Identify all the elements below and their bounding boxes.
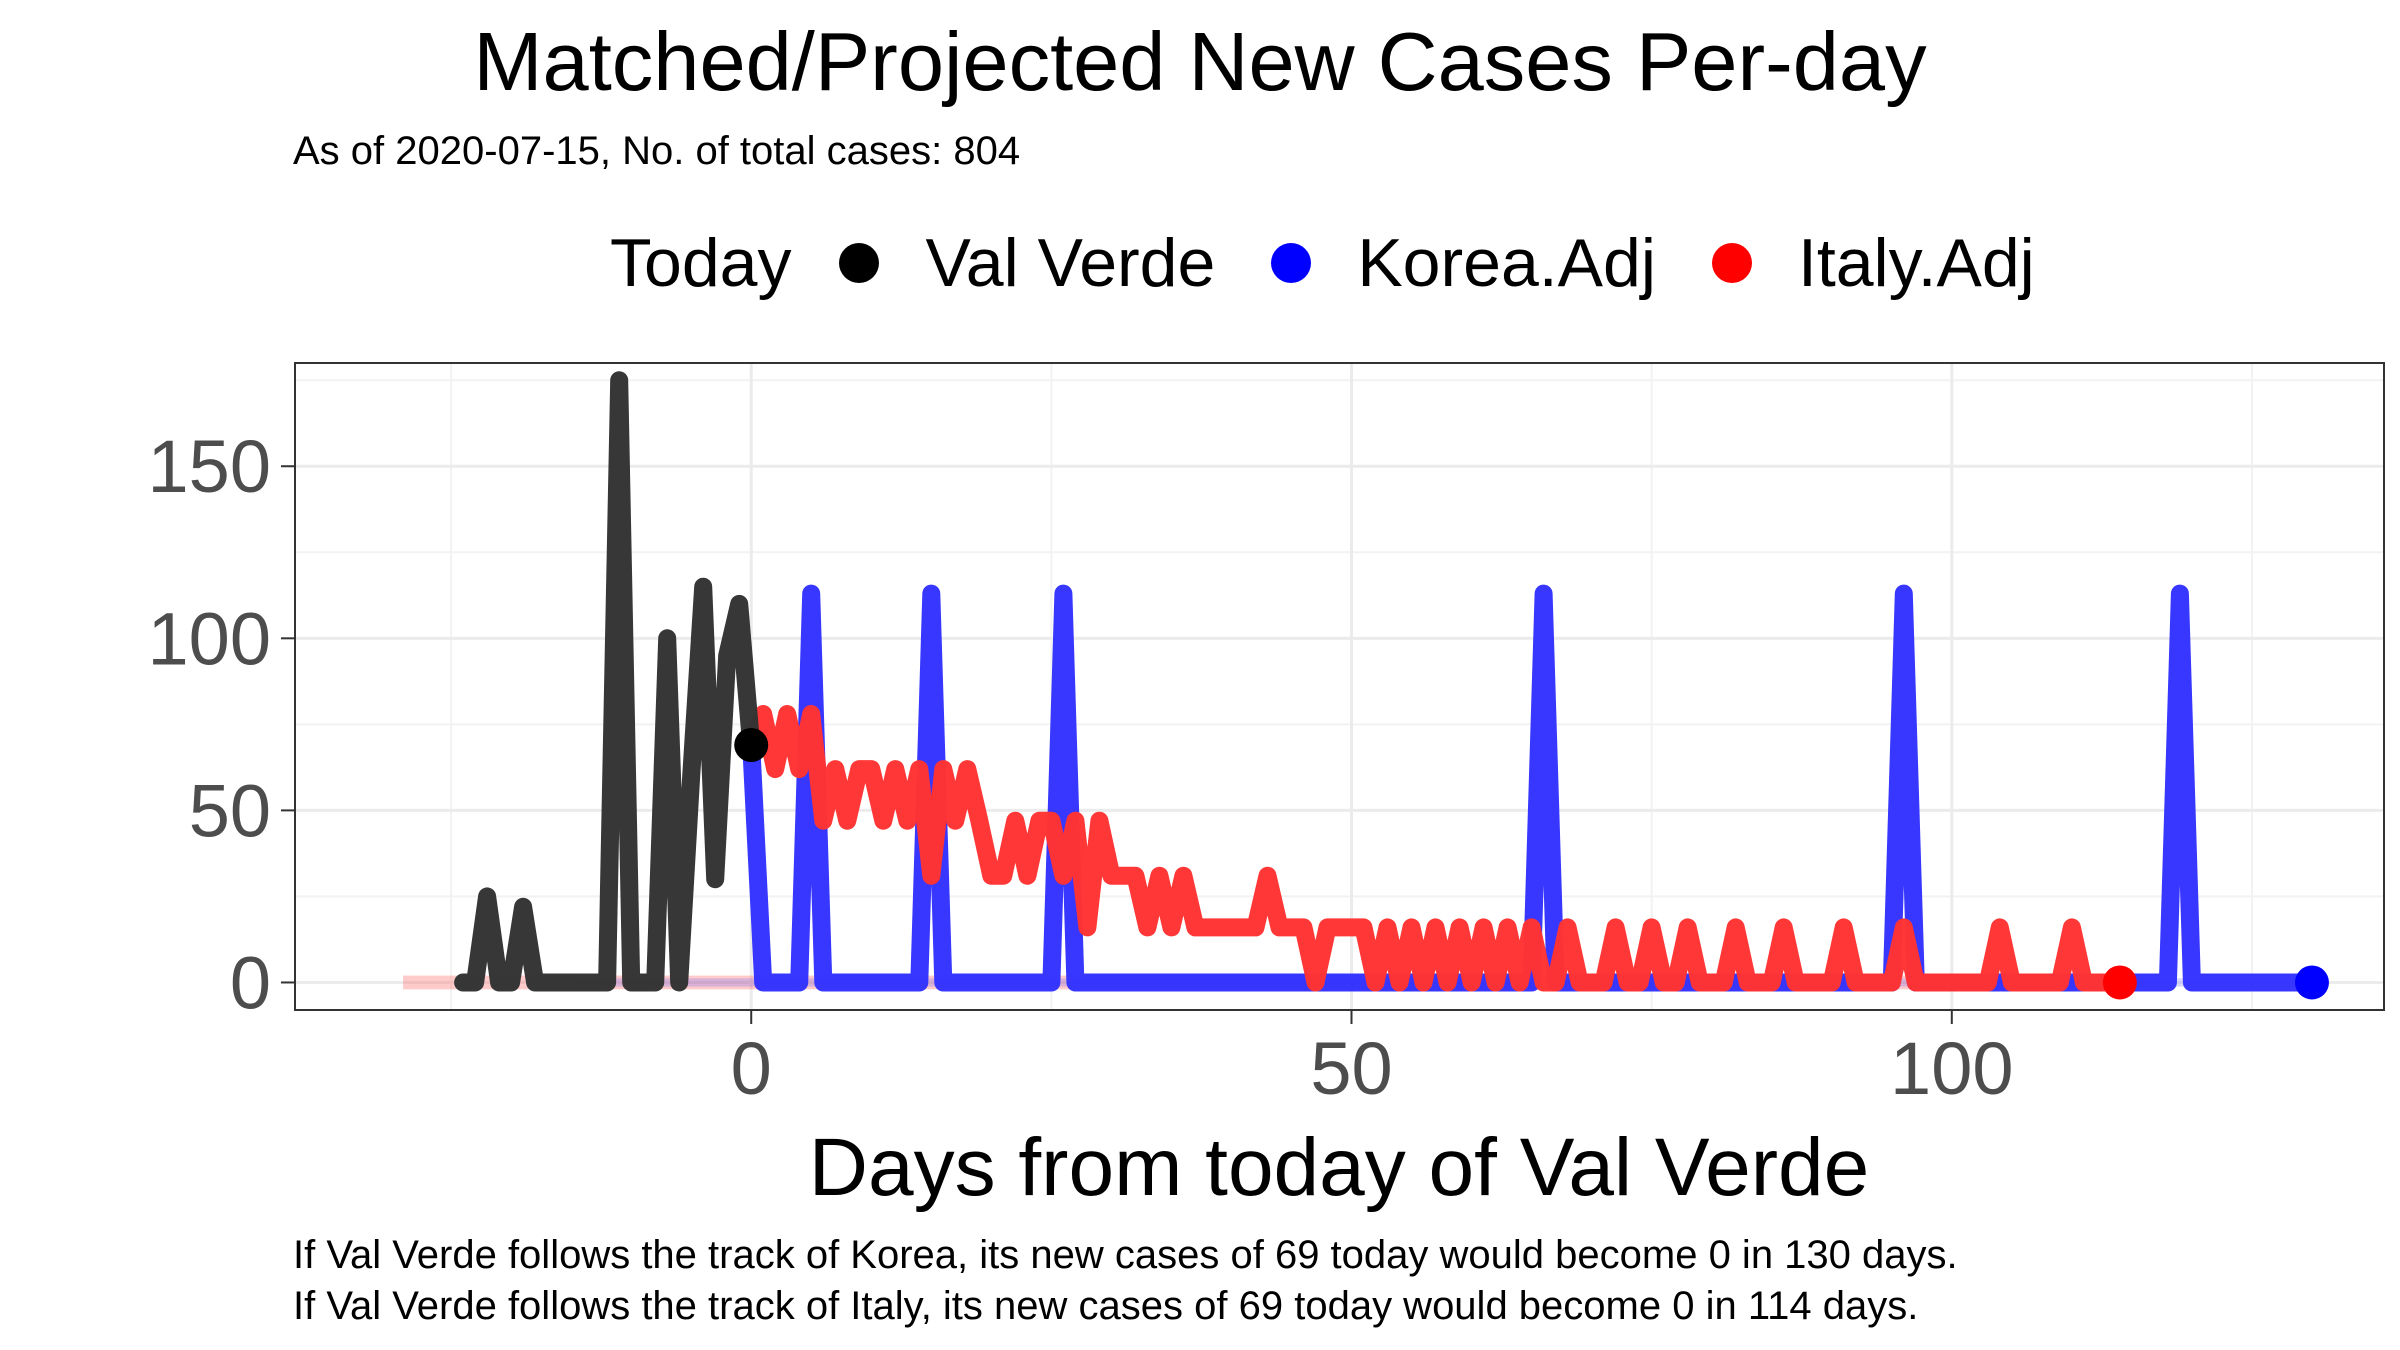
x-tick-label: 50	[1310, 1027, 1392, 1110]
chart-subtitle: As of 2020-07-15, No. of total cases: 80…	[293, 129, 1021, 173]
x-tick-label: 0	[731, 1027, 772, 1110]
caption-korea: If Val Verde follows the track of Korea,…	[293, 1233, 1958, 1277]
legend: Today Val Verde Korea.Adj Italy.Adj	[610, 218, 2091, 308]
val-verde-line	[454, 371, 761, 992]
x-axis-label: Days from today of Val Verde	[809, 1122, 1869, 1213]
legend-label-italy: Italy.Adj	[1797, 225, 2035, 301]
legend-title: Today	[610, 225, 792, 301]
x-tick-label: 100	[1890, 1027, 2013, 1110]
korea-line	[742, 584, 2321, 992]
legend-dot-korea	[1271, 243, 1312, 283]
y-tick-label: 150	[148, 425, 271, 508]
y-tick-label: 50	[189, 769, 271, 852]
series-lines	[454, 371, 2321, 992]
legend-dot-val-verde	[839, 243, 880, 283]
korea-end-marker	[2294, 965, 2329, 1000]
y-tick-label: 100	[148, 597, 271, 680]
plot-border	[294, 362, 2385, 1011]
y-tick-label: 0	[230, 941, 271, 1024]
legend-dot-italy	[1711, 243, 1752, 283]
legend-label-korea: Korea.Adj	[1357, 225, 1656, 301]
val-verde-today-marker	[734, 728, 769, 763]
italy-line	[742, 705, 2129, 992]
chart-title: Matched/Projected New Cases Per-day	[473, 15, 1927, 108]
italy-end-marker	[2102, 965, 2137, 1000]
caption: If Val Verde follows the track of Korea,…	[293, 1230, 1958, 1332]
axes: 0 50 100 150 0 50 100	[148, 425, 2014, 1110]
legend-label-val-verde: Val Verde	[925, 225, 1216, 301]
caption-italy: If Val Verde follows the track of Italy,…	[293, 1284, 1919, 1328]
series-markers	[734, 728, 2329, 1000]
